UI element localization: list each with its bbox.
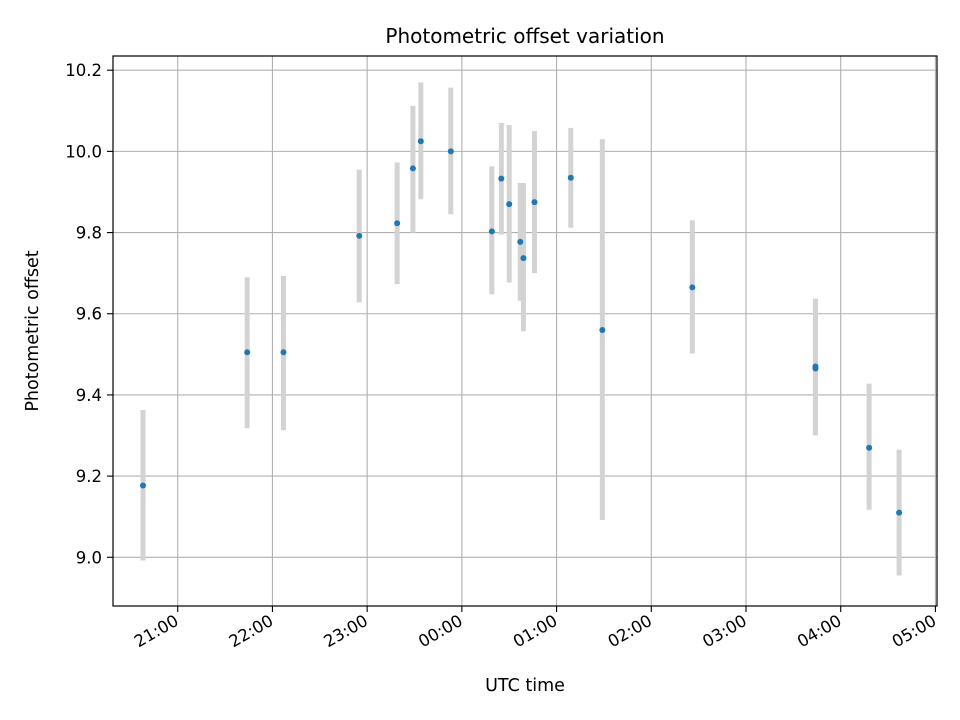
data-point: [599, 326, 606, 333]
data-points: [139, 138, 903, 516]
data-point: [447, 148, 454, 155]
x-tick-label: 03:00: [699, 611, 750, 651]
y-tick-label: 10.0: [65, 142, 102, 161]
x-tick-label: 23:00: [320, 611, 371, 651]
data-point: [498, 175, 505, 182]
x-tick-label: 02:00: [605, 611, 656, 651]
y-tick-label: 9.2: [76, 467, 102, 486]
error-bars: [140, 82, 902, 576]
data-point: [812, 365, 819, 372]
data-point: [689, 284, 696, 291]
y-axis-ticks: 9.0 9.2 9.4 9.6 9.8 10.0 10.2: [65, 61, 113, 567]
x-axis-label: UTC time: [485, 676, 565, 696]
x-tick-label: 00:00: [415, 611, 466, 651]
y-tick-label: 9.8: [76, 224, 102, 243]
data-point: [244, 349, 251, 356]
data-point: [531, 199, 538, 206]
data-point: [866, 444, 873, 451]
x-tick-label: 05:00: [889, 611, 940, 651]
x-tick-label: 22:00: [226, 611, 277, 651]
x-tick-label: 21:00: [131, 611, 182, 651]
y-tick-label: 9.6: [76, 305, 102, 324]
plot-area-frame: [112, 55, 938, 607]
chart-title: Photometric offset variation: [385, 24, 664, 48]
data-point: [139, 482, 146, 489]
y-axis-label: Photometric offset: [23, 250, 43, 411]
x-tick-label: 04:00: [794, 611, 845, 651]
data-point: [517, 238, 524, 245]
x-tick-label: 01:00: [510, 611, 561, 651]
data-point: [567, 174, 574, 181]
data-point: [356, 232, 363, 239]
data-point: [409, 165, 416, 172]
data-point: [506, 201, 513, 208]
data-point: [417, 138, 424, 145]
data-point: [394, 220, 401, 227]
x-axis-ticks: 21:00 22:00 23:00 00:00 01:00 02:00 03:00 04:00…: [131, 606, 939, 651]
data-point: [488, 228, 495, 235]
y-tick-label: 9.0: [76, 548, 102, 567]
data-point: [520, 255, 527, 262]
y-tick-label: 10.2: [65, 61, 102, 80]
data-point: [280, 349, 287, 356]
data-point: [896, 509, 903, 516]
y-tick-label: 9.4: [76, 386, 102, 405]
